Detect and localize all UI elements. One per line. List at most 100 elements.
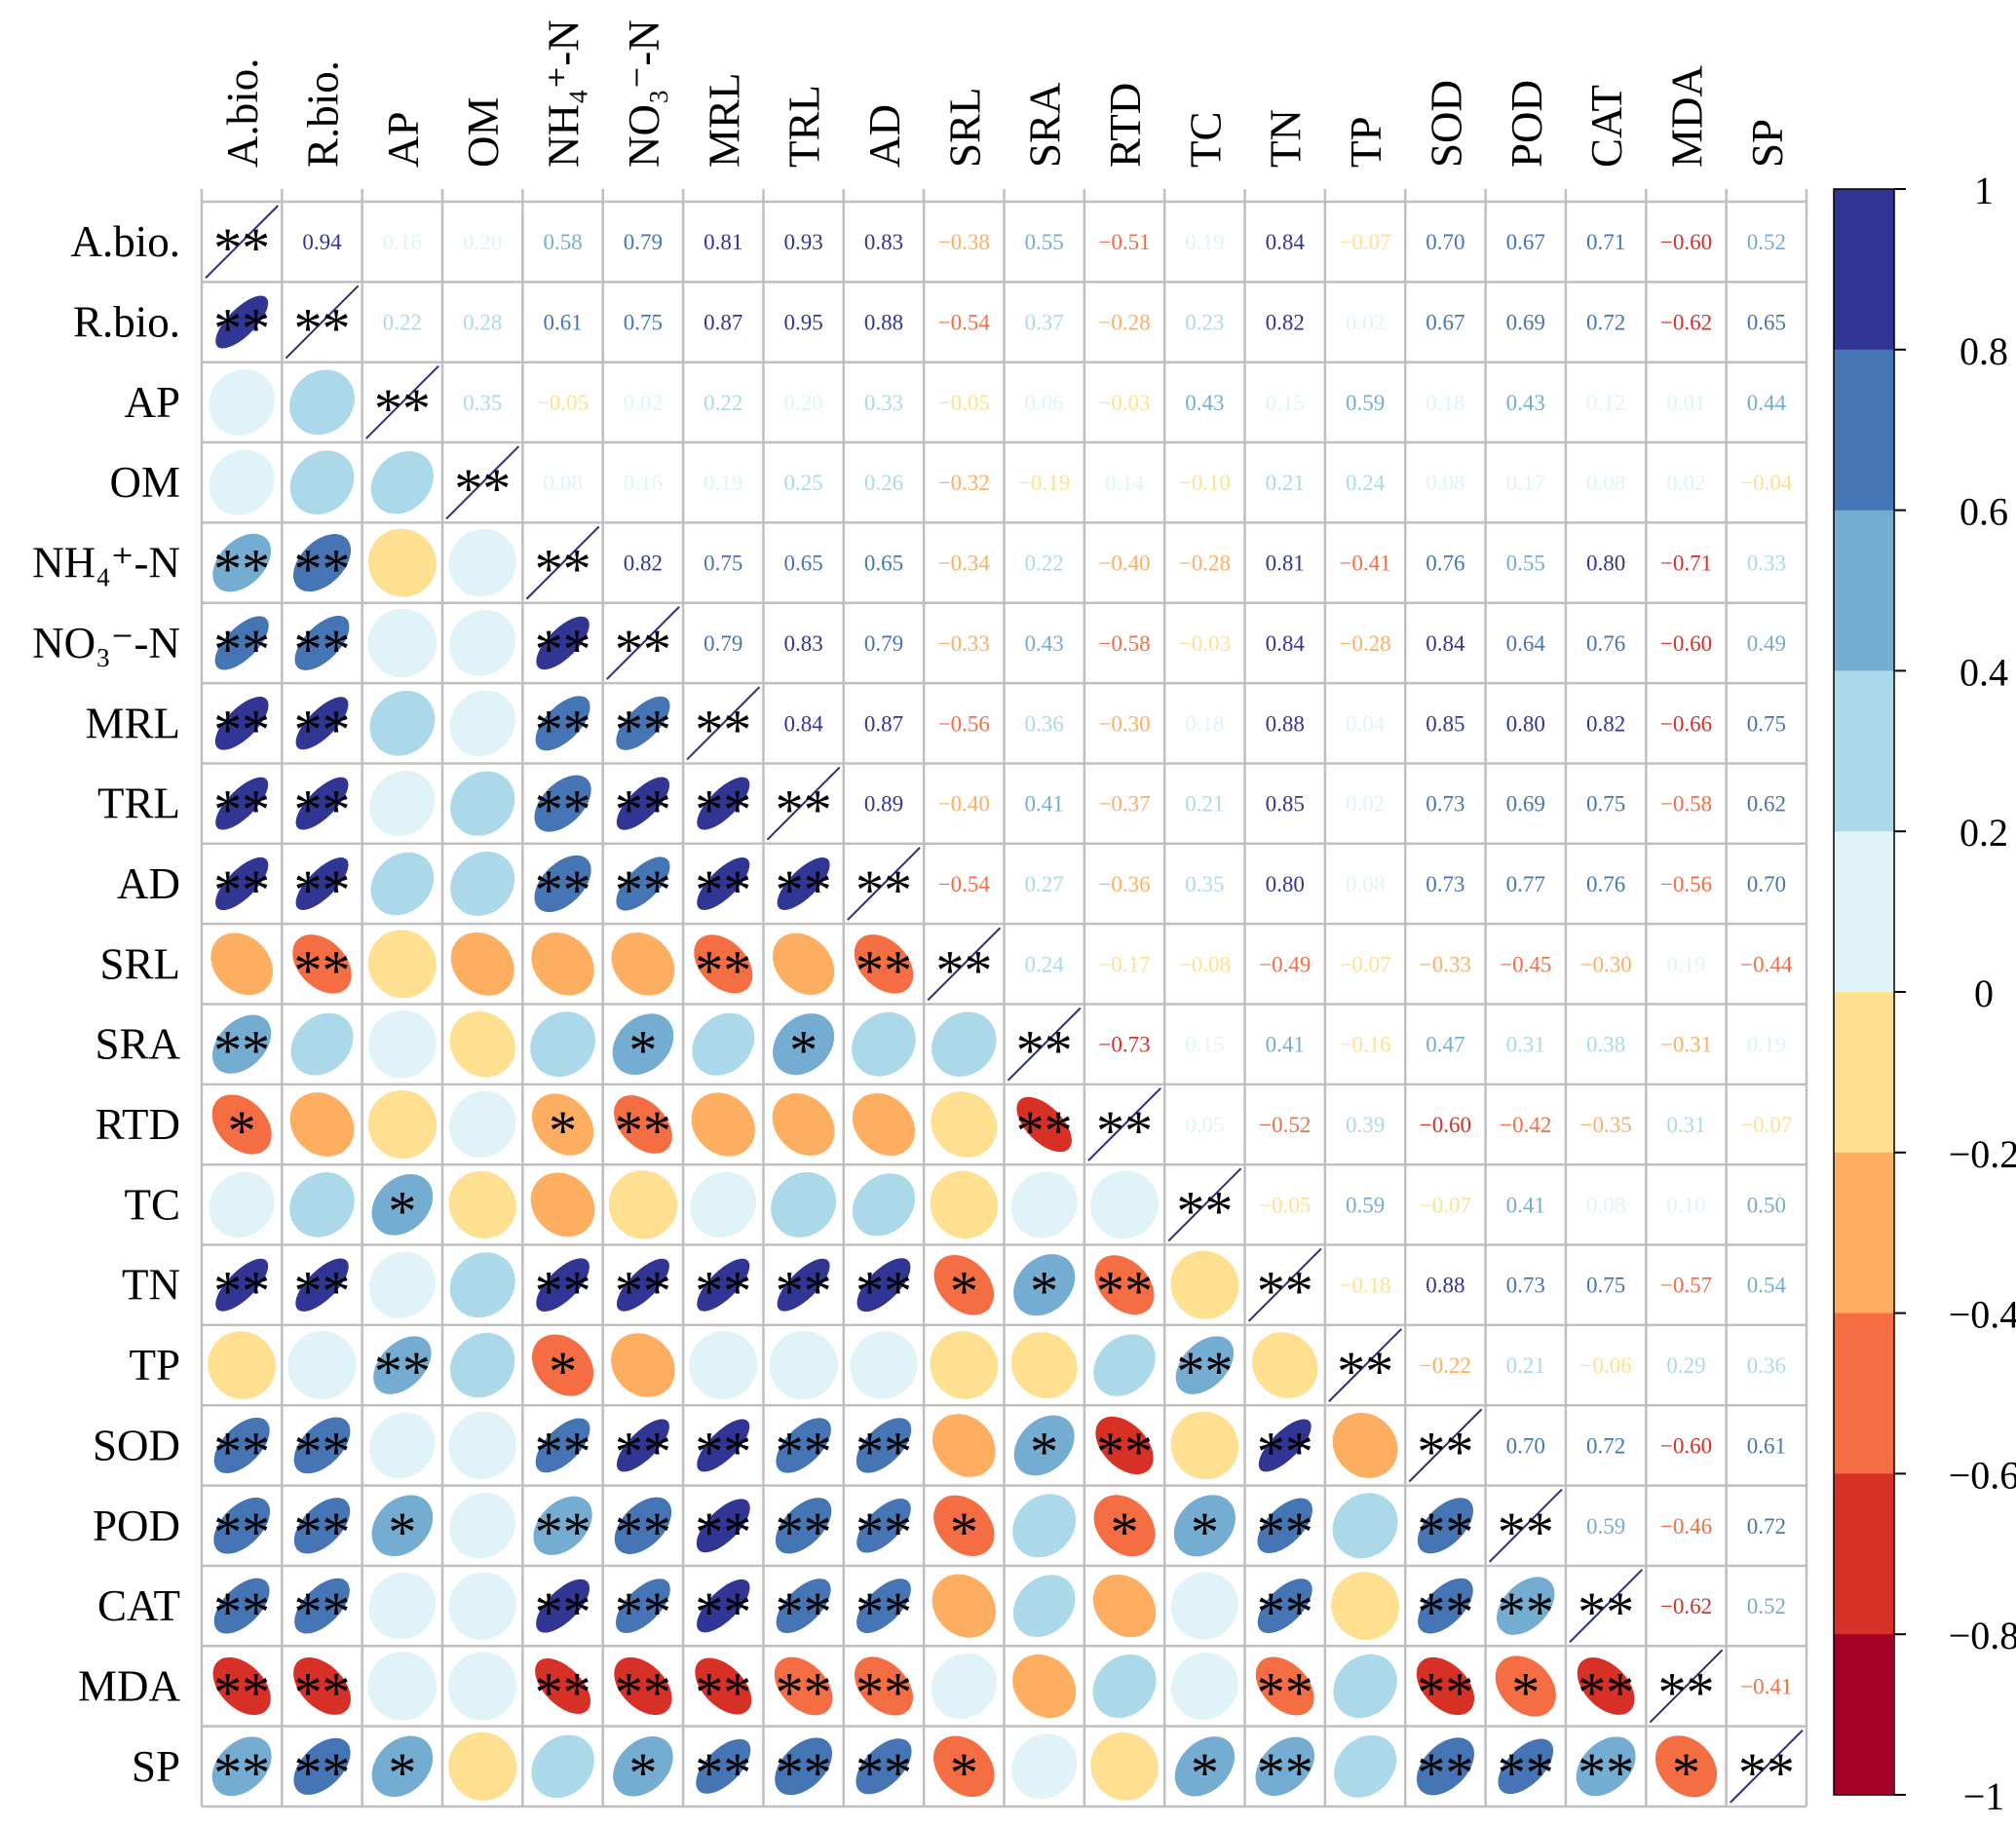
coefficient-label-trl-cat: 0.75 xyxy=(1586,792,1625,817)
significance-stars-pod-rtd: * xyxy=(1111,1501,1139,1564)
significance-stars-ad-r-bio: ** xyxy=(294,858,351,922)
ellipse-sra-om xyxy=(449,1010,515,1078)
coefficient-label-tp-sod: −0.22 xyxy=(1420,1353,1471,1378)
row-label-tc: TC xyxy=(124,1180,180,1229)
significance-stars-trl-a-bio: ** xyxy=(213,779,270,842)
ellipse-rtd-nh4plus-n xyxy=(531,1093,594,1156)
coefficient-label-trl-pod: 0.69 xyxy=(1506,792,1545,817)
ellipse-mda-tn xyxy=(1255,1656,1314,1716)
diagonal-line-mda xyxy=(1649,1649,1724,1724)
ellipse-tc-trl xyxy=(771,1171,837,1237)
ellipse-sra-no3minus-n xyxy=(612,1013,674,1076)
coefficient-label-ap-nh4plus-n: −0.05 xyxy=(537,391,589,415)
colorbar-tick-label-3: 0.4 xyxy=(1959,650,2008,694)
significance-stars-tn-trl: ** xyxy=(776,1260,832,1323)
significance-stars-trl-nh4plus-n: ** xyxy=(535,779,591,842)
significance-stars-tn-mrl: ** xyxy=(695,1260,751,1323)
coefficient-label-nh4plus-n-no3minus-n: 0.82 xyxy=(624,552,663,576)
significance-stars-ad-ad: ** xyxy=(856,858,912,922)
significance-stars-rtd-rtd: ** xyxy=(1096,1099,1153,1162)
significance-stars-tc-tc: ** xyxy=(1176,1179,1233,1242)
ellipse-no3minus-n-ap xyxy=(367,608,437,678)
ellipse-tn-rtd xyxy=(1094,1255,1155,1315)
ellipse-sod-mrl xyxy=(697,1419,750,1472)
coefficient-label-tp-mda: 0.29 xyxy=(1666,1353,1705,1378)
ellipse-om-ap xyxy=(370,451,435,514)
ellipse-mda-mrl xyxy=(695,1657,752,1715)
significance-stars-trl-no3minus-n: ** xyxy=(615,779,671,842)
ellipse-ad-no3minus-n xyxy=(616,856,670,911)
diagonal-line-no3minus-n xyxy=(606,606,680,680)
significance-stars-r-bio-a-bio: ** xyxy=(213,297,270,361)
ellipse-ad-a-bio xyxy=(215,856,269,911)
significance-stars-no3minus-n-no3minus-n: ** xyxy=(615,618,671,681)
ellipse-rtd-no3minus-n xyxy=(614,1095,672,1154)
coefficient-label-srl-sra: 0.24 xyxy=(1025,952,1065,976)
significance-stars-no3minus-n-r-bio: ** xyxy=(294,618,351,681)
colorbar-segment-2 xyxy=(1834,510,1894,671)
row-label-tp: TP xyxy=(129,1341,180,1389)
coefficient-label-tc-tn: −0.05 xyxy=(1259,1193,1311,1217)
ellipse-pod-tp xyxy=(1332,1493,1398,1559)
ellipse-sp-a-bio xyxy=(211,1736,272,1797)
coefficient-label-r-bio-no3minus-n: 0.75 xyxy=(624,311,663,335)
coefficient-label-r-bio-sp: 0.65 xyxy=(1747,311,1786,335)
significance-stars-nh4plus-n-nh4plus-n: ** xyxy=(535,538,591,601)
coefficient-label-trl-tn: 0.85 xyxy=(1266,792,1305,817)
coefficient-label-trl-srl: −0.40 xyxy=(938,792,990,817)
coefficient-label-nh4plus-n-sra: 0.22 xyxy=(1025,552,1064,576)
ellipse-sod-ad xyxy=(856,1418,912,1473)
ellipse-cat-no3minus-n xyxy=(616,1579,670,1634)
significance-stars-sp-sod: ** xyxy=(1417,1741,1473,1805)
coefficient-label-srl-cat: −0.30 xyxy=(1580,952,1632,976)
ellipse-pod-ap xyxy=(371,1495,434,1557)
significance-stars-om-om: ** xyxy=(454,457,511,520)
row-label-cat: CAT xyxy=(97,1581,180,1630)
colorbar-segment-3 xyxy=(1834,670,1894,832)
significance-stars-r-bio-r-bio: ** xyxy=(294,297,351,361)
diagonal-line-trl xyxy=(766,766,841,841)
ellipse-sod-rtd xyxy=(1095,1416,1154,1475)
coefficient-label-no3minus-n-mda: −0.60 xyxy=(1660,631,1712,656)
coefficient-label-nh4plus-n-mrl: 0.75 xyxy=(704,552,742,576)
coefficient-label-nh4plus-n-cat: 0.80 xyxy=(1586,552,1625,576)
coefficient-label-om-mrl: 0.19 xyxy=(704,471,742,495)
significance-stars-mda-mrl: ** xyxy=(695,1660,751,1724)
significance-stars-rtd-nh4plus-n: * xyxy=(549,1099,577,1162)
ellipse-cat-pod xyxy=(1497,1577,1555,1635)
ellipse-cat-tn xyxy=(1257,1579,1312,1634)
ellipse-trl-ap xyxy=(369,771,436,837)
coefficient-label-trl-tc: 0.21 xyxy=(1185,792,1224,817)
significance-stars-sod-no3minus-n: ** xyxy=(615,1420,671,1483)
column-label-tc: TC xyxy=(1181,111,1230,168)
coefficient-label-cat-mda: −0.62 xyxy=(1660,1594,1712,1618)
ellipse-ad-mrl xyxy=(697,857,750,910)
ellipse-cat-om xyxy=(448,1572,516,1640)
significance-stars-pod-nh4plus-n: ** xyxy=(535,1501,591,1564)
colorbar-segment-7 xyxy=(1834,1312,1894,1474)
column-label-mrl: MRL xyxy=(700,72,748,168)
ellipse-tc-srl xyxy=(930,1170,999,1239)
coefficient-label-a-bio-ad: 0.83 xyxy=(864,230,903,254)
ellipse-sra-mrl xyxy=(692,1012,755,1076)
coefficient-label-srl-tp: −0.07 xyxy=(1339,952,1390,976)
column-label-nh4plus-n: NH₄⁺-N xyxy=(540,19,589,168)
significance-stars-pod-trl: ** xyxy=(776,1501,832,1564)
significance-stars-mda-a-bio: ** xyxy=(213,1660,270,1724)
coefficient-label-rtd-tp: 0.39 xyxy=(1346,1113,1385,1137)
ellipse-tn-om xyxy=(449,1252,515,1318)
coefficient-label-nh4plus-n-trl: 0.65 xyxy=(784,552,823,576)
coefficient-label-a-bio-tp: −0.07 xyxy=(1339,230,1390,254)
ellipse-srl-mrl xyxy=(694,934,753,994)
ellipse-cat-sra xyxy=(1012,1575,1076,1637)
ellipse-cat-trl xyxy=(776,1579,831,1634)
coefficient-label-r-bio-pod: 0.69 xyxy=(1506,311,1545,335)
coefficient-label-a-bio-sra: 0.55 xyxy=(1025,230,1064,254)
coefficient-label-mrl-rtd: −0.30 xyxy=(1098,711,1150,736)
significance-stars-cat-r-bio: ** xyxy=(294,1580,351,1644)
ellipse-tp-nh4plus-n xyxy=(532,1334,594,1396)
ellipse-ap-a-bio xyxy=(209,368,276,436)
column-label-ap: AP xyxy=(379,111,428,168)
coefficient-label-no3minus-n-srl: −0.33 xyxy=(938,631,990,656)
significance-stars-sod-sod: ** xyxy=(1417,1420,1473,1483)
